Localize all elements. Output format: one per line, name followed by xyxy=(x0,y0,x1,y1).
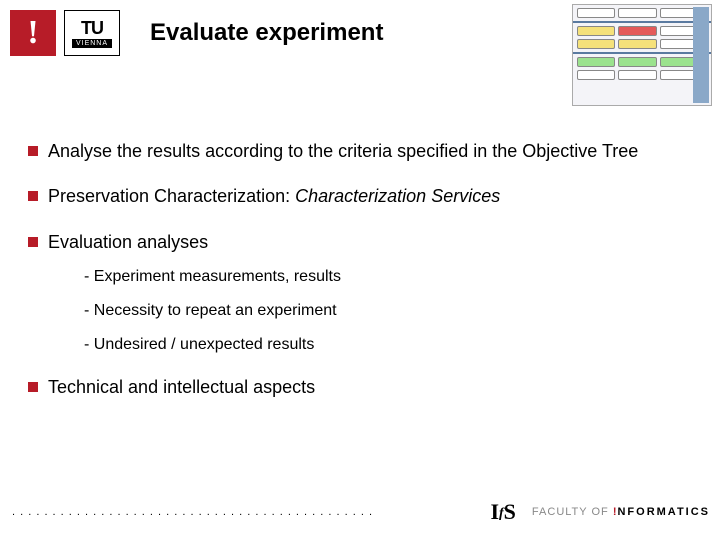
logo-exclamation: ! xyxy=(10,10,56,56)
bullet-text: Preservation Characterization: Character… xyxy=(48,185,692,208)
bullet-item: Technical and intellectual aspects xyxy=(28,376,692,399)
bullet-square-icon xyxy=(28,237,38,247)
bullet-text: Analyse the results according to the cri… xyxy=(48,140,692,163)
slide-title: Evaluate experiment xyxy=(150,19,383,47)
bullet-text-italic: Characterization Services xyxy=(295,186,500,206)
footer: . . . . . . . . . . . . . . . . . . . . … xyxy=(10,494,710,530)
faculty-label: FACULTY OF !NFORMATICS xyxy=(532,506,710,518)
faculty-prefix: FACULTY OF xyxy=(532,506,613,518)
bullet-text: Evaluation analyses xyxy=(48,231,692,254)
slide-body: Analyse the results according to the cri… xyxy=(28,140,692,422)
faculty-informatics: NFORMATICS xyxy=(617,506,710,518)
bullet-item: Analyse the results according to the cri… xyxy=(28,140,692,163)
vienna-text: VIENNA xyxy=(72,39,112,48)
bullet-item: Preservation Characterization: Character… xyxy=(28,185,692,208)
logo-tu-vienna: TU VIENNA xyxy=(64,10,120,56)
footer-dots: . . . . . . . . . . . . . . . . . . . . … xyxy=(12,506,373,518)
exclamation-icon: ! xyxy=(27,14,38,52)
sub-bullet: - Necessity to repeat an experiment xyxy=(84,302,692,320)
workflow-diagram-thumbnail xyxy=(572,4,712,106)
bullet-text-prefix: Preservation Characterization: xyxy=(48,186,295,206)
thumb-sidebar xyxy=(693,7,709,103)
sub-bullet: - Undesired / unexpected results xyxy=(84,336,692,354)
bullet-item: Evaluation analyses xyxy=(28,231,692,254)
bullet-text: Technical and intellectual aspects xyxy=(48,376,692,399)
ifs-i: I xyxy=(490,499,499,524)
bullet-square-icon xyxy=(28,191,38,201)
slide: ! TU VIENNA Evaluate experiment Analyse … xyxy=(0,0,720,540)
ifs-logo: IfS xyxy=(490,499,515,525)
bullet-square-icon xyxy=(28,382,38,392)
ifs-s: S xyxy=(504,499,516,524)
bullet-square-icon xyxy=(28,146,38,156)
tu-text: TU xyxy=(81,19,103,37)
sub-bullet: - Experiment measurements, results xyxy=(84,268,692,286)
